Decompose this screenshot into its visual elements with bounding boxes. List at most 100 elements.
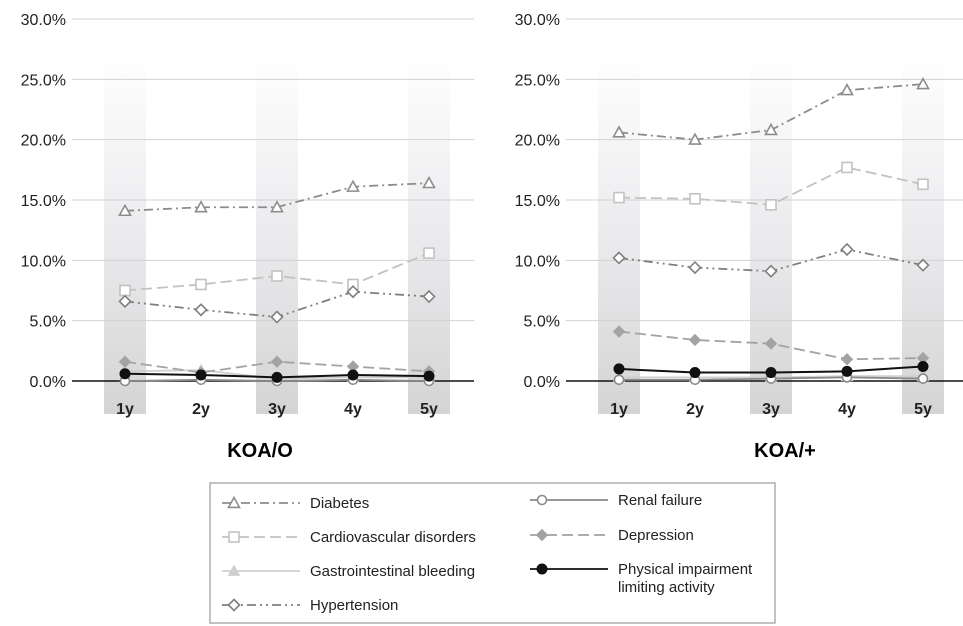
x-tick-label: 2y [192, 401, 210, 418]
data-point [270, 355, 284, 368]
legend-marker [228, 531, 240, 543]
x-tick-label: 2y [686, 401, 704, 418]
series-7 [613, 361, 929, 379]
chart-title: KOA/O [227, 440, 293, 462]
data-point [346, 179, 360, 192]
y-tick-label: 10.0% [21, 253, 66, 270]
data-point [764, 122, 778, 136]
y-tick-label: 10.0% [515, 253, 560, 270]
data-point [119, 368, 131, 380]
y-tick-label: 25.0% [21, 72, 66, 89]
data-point [688, 333, 702, 347]
data-point [916, 77, 930, 90]
data-point [422, 175, 436, 189]
data-point [423, 247, 435, 259]
legend-label: Gastrointestinal bleeding [310, 563, 475, 580]
category-band [598, 54, 640, 414]
chart-title: KOA/+ [754, 440, 816, 462]
data-point [195, 369, 207, 381]
legend-marker [227, 564, 241, 576]
series-2 [119, 247, 435, 297]
data-point [422, 289, 436, 304]
legend-label: Depression [618, 527, 694, 544]
series-7 [119, 368, 435, 383]
data-point [764, 264, 778, 278]
data-point [841, 161, 853, 174]
x-tick-label: 4y [344, 401, 362, 418]
chart-panel-1: 0.0% 5.0% 10.0% 15.0% 20.0% 25.0% 30.0% 1y 2y 3y 4… [21, 12, 474, 462]
y-tick-label: 0.0% [524, 374, 560, 391]
legend-label: Renal failure [618, 492, 702, 509]
legend-marker [227, 598, 241, 612]
legend-marker [535, 528, 549, 542]
legend-item: Hypertension [222, 597, 398, 614]
data-point [118, 355, 132, 368]
data-point [195, 278, 207, 291]
data-point [347, 369, 359, 381]
legend-marker [227, 495, 241, 509]
data-point [612, 125, 626, 138]
x-tick-label: 3y [762, 401, 780, 418]
y-tick-label: 15.0% [21, 193, 66, 210]
y-tick-label: 30.0% [21, 12, 66, 29]
data-point [118, 294, 132, 308]
legend-label: Cardiovascular disorders [310, 529, 476, 546]
data-point [118, 203, 132, 217]
series-2 [613, 161, 929, 211]
category-band [750, 54, 792, 414]
data-point [346, 285, 360, 299]
data-point [119, 284, 131, 297]
data-point [271, 270, 283, 282]
series-4 [118, 285, 436, 324]
legend-item: Diabetes [222, 495, 369, 512]
chart-panel-2: 0.0% 5.0% 10.0% 15.0% 20.0% 25.0% 30.0% 1y 2y 3y 4… [515, 12, 963, 462]
legend-label: Physical impairment [618, 561, 753, 578]
data-point [270, 200, 284, 213]
series-6 [612, 325, 930, 366]
y-tick-label: 15.0% [515, 193, 560, 210]
x-tick-label: 1y [116, 401, 134, 418]
x-tick-label: 1y [610, 401, 628, 418]
data-point [423, 370, 435, 382]
data-point [917, 373, 929, 384]
data-point [270, 310, 284, 324]
data-point [840, 242, 854, 257]
series-1 [118, 175, 436, 217]
data-point [194, 303, 208, 317]
data-point [613, 191, 625, 204]
category-band [256, 54, 298, 414]
y-tick-label: 20.0% [21, 133, 66, 150]
data-point [612, 325, 626, 338]
legend-label: Diabetes [310, 495, 369, 512]
x-tick-label: 5y [420, 401, 438, 418]
data-point [194, 200, 208, 213]
x-tick-label: 3y [268, 401, 286, 418]
y-tick-label: 5.0% [524, 314, 560, 331]
y-tick-label: 20.0% [515, 133, 560, 150]
legend: Diabetes Cardiovascular disorders Gastroin… [209, 482, 776, 624]
legend-item: Cardiovascular disorders [222, 529, 476, 546]
series-1 [612, 77, 930, 145]
data-point [916, 258, 930, 272]
y-tick-label: 25.0% [515, 72, 560, 89]
x-tick-label: 4y [838, 401, 856, 418]
y-tick-label: 0.0% [30, 374, 66, 391]
legend-marker [536, 563, 548, 575]
legend-item: Renal failure [530, 492, 702, 509]
category-band [104, 54, 146, 414]
data-point [841, 365, 853, 377]
data-point [917, 361, 929, 373]
data-point [917, 178, 929, 191]
data-point [612, 251, 626, 265]
data-point [840, 83, 854, 96]
data-point [271, 371, 283, 383]
legend-item: Depression [530, 527, 694, 544]
data-point [688, 260, 702, 275]
data-point [613, 374, 625, 386]
data-point [764, 337, 778, 350]
legend-item: Gastrointestinal bleeding [222, 563, 475, 580]
series-4 [612, 242, 930, 278]
legend-marker [536, 494, 548, 506]
